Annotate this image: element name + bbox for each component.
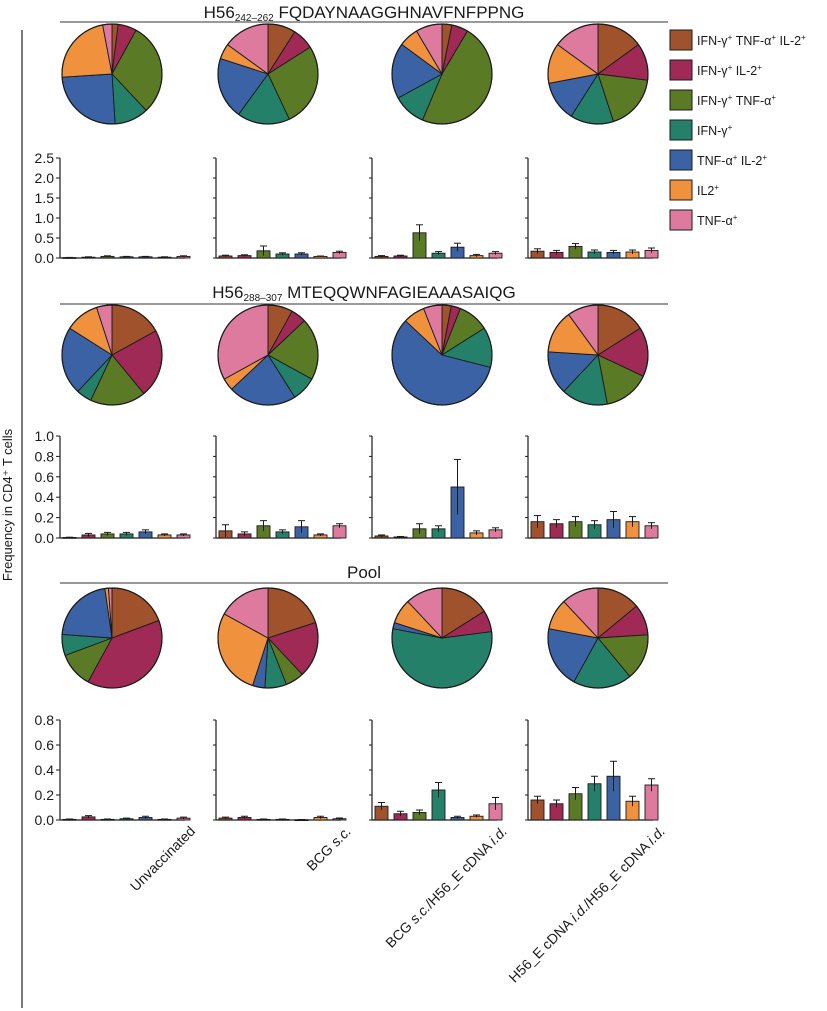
legend: IFN-γ+ TNF-α+ IL-2+ IFN-γ+ IL-2+ IFN-γ+ TN… [669,29,806,231]
panels: H56242–262 FQDAYNAAGGHNAVFNFPPNG0.00.51.… [35,3,668,828]
pie-chart [391,23,493,125]
y-tick-label: 0.0 [35,812,55,828]
y-tick-label: 0.0 [35,250,55,266]
legend-label: IFN-γ+ TNF-α+ IL-2+ [697,33,806,48]
legend-swatch [669,29,693,51]
bar-group [525,157,659,259]
legend-swatch [669,149,693,171]
legend-swatch [669,89,693,111]
panel-2: H56288–307 MTEQQWNFAGIEAAASAIQG 0.0 0.2 0.4… [35,283,668,546]
bar-group: 0.0 0.5 1.0 1.5 2.0 2.5 [35,150,191,266]
pie-outline [547,587,649,689]
panel-1: H56242–262 FQDAYNAAGGHNAVFNFPPNG 0.0 0.5 1.… [35,3,668,266]
bar-group [525,719,659,821]
pie-chart [547,587,649,689]
pie-chart [217,23,319,125]
y-tick-label: 0.4 [35,762,55,778]
legend-item: TNF-α+ IL-2+ [669,149,767,171]
legend-swatch [669,179,693,201]
legend-label: IL2+ [697,183,719,198]
y-tick-label: 1.0 [35,210,55,226]
legend-item: IL2+ [669,179,719,201]
panel-title-seq: FQDAYNAAGGHNAVFNFPPNG [274,3,525,22]
panel-title-seq: MTEQQWNFAGIEAAASAIQG [282,283,515,302]
legend-swatch [669,59,693,81]
pie-chart [61,23,163,125]
y-tick-label: 0.6 [35,737,55,753]
panel-title-sub: 288–307 [243,293,282,304]
legend-item: IFN-γ+ TNF-α+ [669,89,776,111]
pie-outline [547,23,649,125]
panel-3: Pool 0.0 0.2 0.4 0.6 0.8 [35,563,668,828]
legend-label: IFN-γ+ TNF-α+ [697,93,776,108]
y-tick-label: 0.0 [35,530,55,546]
y-tick-label: 1.5 [35,190,55,206]
panel-title: H56288–307 MTEQQWNFAGIEAAASAIQG [212,283,515,304]
panel-title-main: Pool [347,563,381,582]
y-axis-label: Frequency in CD4⁺ T cells [0,428,15,581]
panel-title-main: H56 [204,3,235,22]
pie-outline [217,23,319,125]
y-tick-label: 1.0 [35,428,55,444]
pie-chart [391,587,493,689]
bar-group: 0.0 0.2 0.4 0.6 0.8 1.0 [35,428,191,546]
y-tick-label: 0.4 [35,489,55,505]
pie-outline [217,587,319,689]
bar-group [213,719,347,822]
bar-group [525,435,659,539]
pie-outline [391,304,493,406]
pie-chart [391,304,493,406]
y-tick-label: 0.8 [35,448,55,464]
y-tick-label: 0.8 [35,712,55,728]
group-label: BCG s.c. [303,823,354,874]
group-label: BCG s.c./H56_E cDNA i.d. [382,823,510,951]
legend-item: IFN-γ+ IL-2+ [669,59,762,81]
legend-label: IFN-γ+ IL-2+ [697,63,762,78]
panel-title: H56242–262 FQDAYNAAGGHNAVFNFPPNG [204,3,525,24]
y-axis-label-text: Frequency in CD4⁺ T cells [0,428,15,581]
legend-label: IFN-γ+ [697,123,733,138]
panel-title-main: H56 [212,283,243,302]
bar-group: 0.0 0.2 0.4 0.6 0.8 [35,712,191,828]
legend-swatch [669,209,693,231]
panel-title-sub: 242–262 [235,13,274,24]
pie-outline [61,587,163,689]
pie-outline [61,304,163,406]
pie-outline [61,23,163,125]
y-tick-label: 0.5 [35,230,55,246]
legend-label: TNF-α+ IL-2+ [697,153,767,168]
pie-chart [61,304,163,406]
pie-chart [217,304,319,406]
pie-outline [547,304,649,406]
pie-outline [391,587,493,689]
pie-outline [217,304,319,406]
y-tick-label: 2.0 [35,170,55,186]
legend-label: TNF-α+ [697,213,738,228]
y-tick-label: 2.5 [35,150,55,166]
y-tick-label: 0.6 [35,469,55,485]
pie-slice [61,588,113,639]
group-label: Unvaccinated [127,823,198,894]
pie-chart [217,587,319,689]
legend-item: TNF-α+ [669,209,738,231]
pie-chart [547,23,649,125]
panel-title: Pool [347,563,381,582]
legend-swatch [669,119,693,141]
pie-outline [391,23,493,125]
bar-group [369,719,503,821]
legend-item: IFN-γ+ TNF-α+ IL-2+ [669,29,806,51]
legend-item: IFN-γ+ [669,119,733,141]
bar-group [369,157,503,259]
bar-group [213,157,347,259]
pie-chart [547,304,649,406]
pie-chart [61,587,163,689]
y-tick-label: 0.2 [35,510,55,526]
pie-slice [61,73,116,125]
y-tick-label: 0.2 [35,787,55,803]
bar-group [213,435,347,539]
bar-group [369,435,503,539]
group-label: H56_E cDNA i.d./H56_E cDNA i.d. [505,823,668,986]
x-axis-group-labels: Unvaccinated BCG s.c. BCG s.c./H56_E cDNA … [127,823,668,986]
